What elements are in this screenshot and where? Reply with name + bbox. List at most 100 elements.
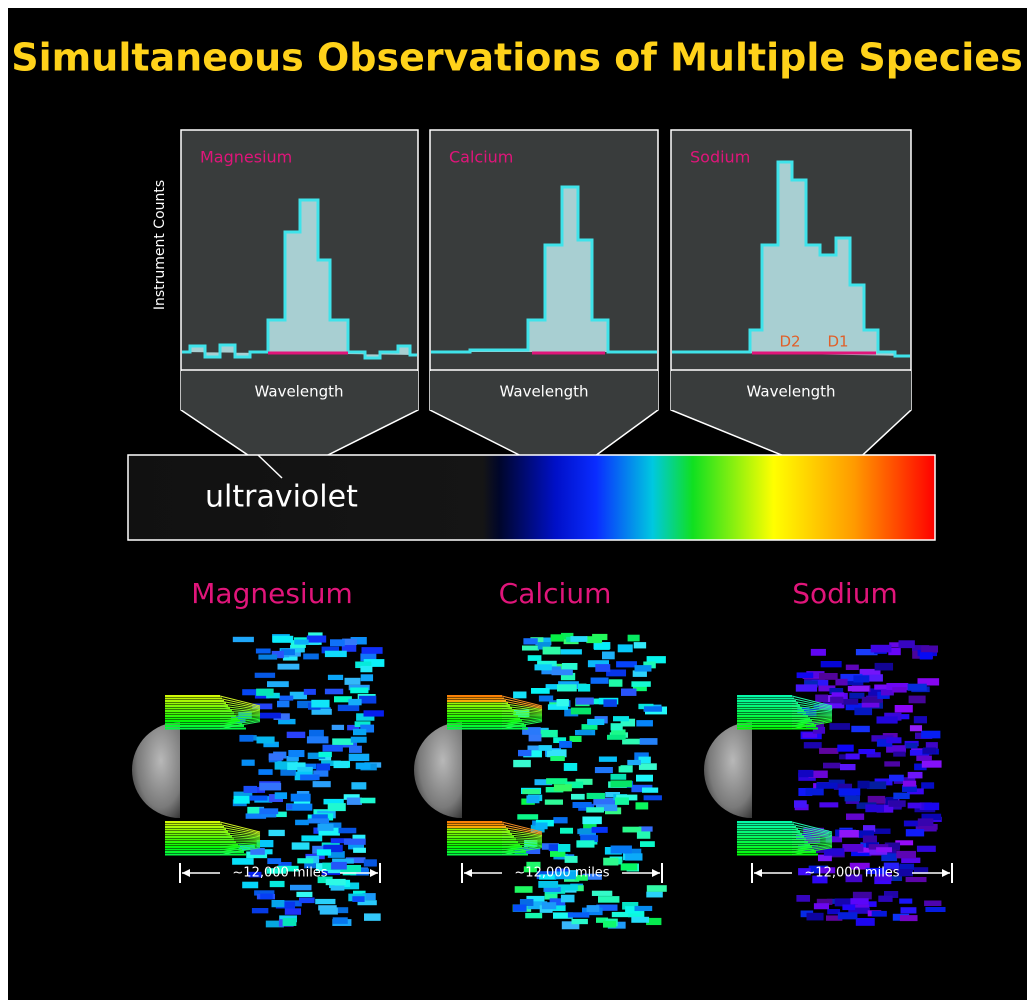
emission-cell (559, 741, 572, 748)
fan-line (219, 718, 261, 724)
emission-cell (330, 639, 345, 647)
emission-cell (900, 907, 917, 914)
emission-cell (893, 792, 910, 800)
fan-line (791, 834, 833, 839)
planet (132, 722, 180, 818)
emission-cell (826, 898, 841, 904)
emission-cell (586, 905, 600, 912)
emission-cell (551, 669, 573, 676)
emission-cell (842, 844, 864, 852)
emission-cell (925, 742, 938, 749)
emission-cell (352, 834, 366, 841)
emission-cell (876, 872, 892, 881)
fan-line (219, 844, 261, 850)
emission-cell (638, 826, 653, 832)
fan-line (501, 834, 543, 839)
emission-cell (921, 730, 941, 739)
emission-cell (627, 634, 640, 642)
pointer (257, 454, 283, 479)
emission-cell (519, 899, 534, 906)
emission-cell (327, 851, 345, 858)
emission-cell (862, 674, 883, 682)
emission-cell (866, 752, 881, 758)
emission-cell (874, 684, 889, 690)
fan-line (501, 713, 543, 715)
emission-cell (258, 654, 278, 660)
arrowhead (464, 869, 472, 877)
emission-cell (622, 738, 641, 745)
emission-cell (518, 749, 532, 757)
fan-line (791, 713, 833, 715)
emission-cell (607, 734, 626, 740)
fan-line (791, 700, 833, 709)
emission-cell (331, 724, 345, 730)
fan-line (219, 719, 261, 727)
emission-cell (621, 688, 637, 696)
emission-cell (350, 687, 369, 694)
emission-cell (845, 664, 859, 671)
emission-cell (242, 881, 259, 889)
emission-cell (899, 915, 918, 922)
fan-line (219, 834, 261, 839)
emission-cell (634, 905, 653, 912)
emission-cell (569, 735, 582, 742)
emission-cell (333, 760, 349, 769)
emission-cell (282, 654, 298, 661)
emission-cell (297, 766, 313, 774)
emission-cell (595, 664, 611, 672)
emission-cell (293, 798, 311, 806)
emission-cell (522, 789, 540, 795)
emission-cell (304, 862, 325, 869)
emission-cell (317, 876, 333, 884)
fan-line (219, 700, 261, 709)
fan-line (219, 703, 261, 711)
emission-cell (851, 725, 870, 733)
emission-cell (892, 687, 907, 693)
emission-cell (903, 820, 920, 827)
emission-cell (517, 814, 539, 820)
emission-cell (603, 699, 617, 707)
emission-cell (255, 648, 271, 654)
emission-cell (846, 813, 865, 820)
x-label: Wavelength (255, 383, 344, 401)
emission-cell (852, 891, 872, 900)
emission-cell (640, 841, 655, 847)
emission-cell (545, 684, 567, 690)
fan-line (791, 716, 833, 719)
emission-cell (855, 918, 875, 926)
emission-cell (610, 780, 633, 788)
emission-cell (855, 649, 878, 656)
emission-cell (798, 769, 814, 778)
emission-cell (805, 787, 824, 796)
emission-cell (556, 699, 569, 707)
planet (414, 722, 462, 818)
emission-cell (557, 884, 578, 891)
fan-line (219, 821, 261, 833)
fan-line (219, 847, 261, 855)
emission-cell (868, 844, 889, 850)
emission-cell (259, 782, 282, 791)
emission-cell (631, 681, 651, 687)
fan-line (219, 829, 261, 837)
emission-cell (587, 660, 610, 668)
fan-line (791, 708, 833, 713)
emission-cell (299, 897, 315, 904)
fan-line (219, 710, 261, 714)
emission-cell (544, 799, 563, 805)
emission-cell (316, 849, 332, 856)
emission-cell (513, 709, 530, 718)
emission-cell (306, 635, 327, 643)
emission-cell (340, 865, 362, 873)
label-band (671, 371, 911, 410)
emission-cell (802, 708, 817, 717)
emission-cell (643, 795, 662, 801)
fan-line (501, 703, 543, 711)
emission-cell (905, 742, 918, 749)
emission-cell (636, 831, 651, 839)
emission-cell (284, 908, 302, 915)
emission-cell (902, 780, 917, 787)
emission-cell (580, 835, 599, 842)
emission-cell (567, 912, 590, 918)
fan-line (501, 700, 543, 709)
emission-cell (646, 656, 666, 664)
